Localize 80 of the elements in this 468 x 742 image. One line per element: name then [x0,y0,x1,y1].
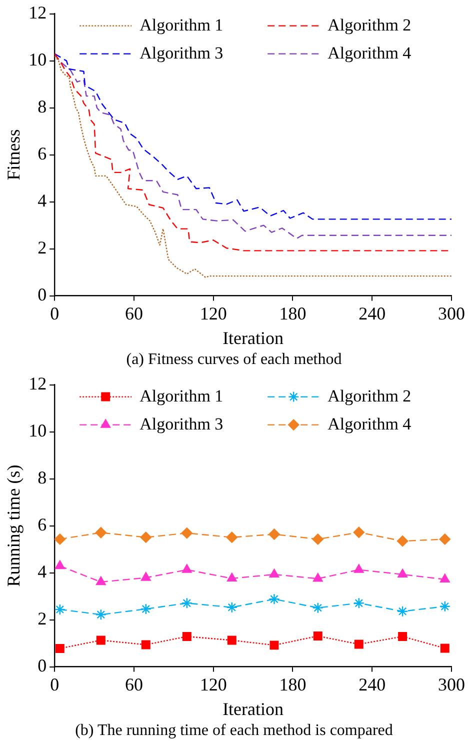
point [313,632,322,641]
x-tick-label: 180 [279,674,306,694]
y-tick-label: 8 [38,96,47,117]
point [226,602,238,613]
legend-label: Algorithm 1 [140,15,224,34]
x-tick-label: 0 [50,674,60,694]
y-tick-label: 4 [38,562,47,582]
point [226,532,238,543]
point [354,564,364,573]
x-tick-label: 60 [124,674,143,694]
point [181,598,192,609]
text: (a) Fitness curves of each method [125,350,343,370]
y-tick-label: 8 [38,468,47,488]
x-tick-label: 0 [50,303,60,324]
point [398,568,408,578]
point [182,632,192,641]
point [396,606,408,617]
point [227,636,236,645]
point [54,604,66,616]
point [95,527,107,538]
point [312,534,324,545]
x-tick-label: 240 [358,303,386,324]
x-tick-label: 120 [200,303,227,324]
legend-label: Algorithm 3 [140,414,224,434]
point [440,644,450,653]
point [54,560,65,570]
x-tick-label: 240 [358,674,386,694]
text: (b) The running time of each method is compared [74,721,394,741]
point [181,527,192,539]
x-tick-label: 120 [200,674,227,694]
point [55,644,64,653]
point [268,594,280,605]
y-tick-label: 12 [28,374,47,394]
x-tick-label: 300 [438,674,465,694]
legend-label: Algorithm 2 [328,15,412,34]
point [439,534,450,545]
x-tick-label: 300 [438,303,465,324]
y-tick-label: 4 [38,190,47,211]
x-axis-title: Iteration [222,328,284,348]
point [141,640,150,650]
point [353,598,364,609]
y-tick-label: 6 [38,514,47,535]
x-tick-label: 180 [279,303,306,324]
x-axis-title: Iteration [222,698,284,719]
point [270,640,279,650]
legend-label: Algorithm 2 [328,386,412,406]
y-axis-title: Fitness [4,129,24,180]
y-tick-label: 2 [38,238,47,258]
point [396,535,408,547]
point [353,526,364,538]
point [354,640,364,649]
y-tick-label: 0 [38,656,47,676]
point [54,534,66,545]
point [312,573,323,582]
point [440,574,450,582]
y-tick-label: 12 [28,2,47,23]
y-tick-label: 6 [38,144,47,164]
point [268,528,280,540]
y-axis-title: Running time (s) [4,464,24,587]
y-tick-label: 10 [28,50,47,70]
point [95,609,107,620]
point [96,576,106,586]
point [182,564,192,573]
legend-label: Algorithm 4 [328,414,412,434]
point [398,632,408,641]
y-tick-label: 2 [38,608,47,629]
point [226,572,237,582]
point [312,602,324,614]
legend-label: Algorithm 4 [328,43,412,62]
legend-label: Algorithm 3 [140,43,224,62]
x-tick-label: 60 [124,303,143,324]
point [140,572,151,581]
point [140,603,152,615]
point [439,600,450,612]
point [269,568,280,578]
y-tick-label: 0 [38,284,47,305]
point [140,532,152,543]
y-tick-label: 10 [28,420,47,441]
legend-label: Algorithm 1 [140,386,224,406]
point [96,636,106,645]
